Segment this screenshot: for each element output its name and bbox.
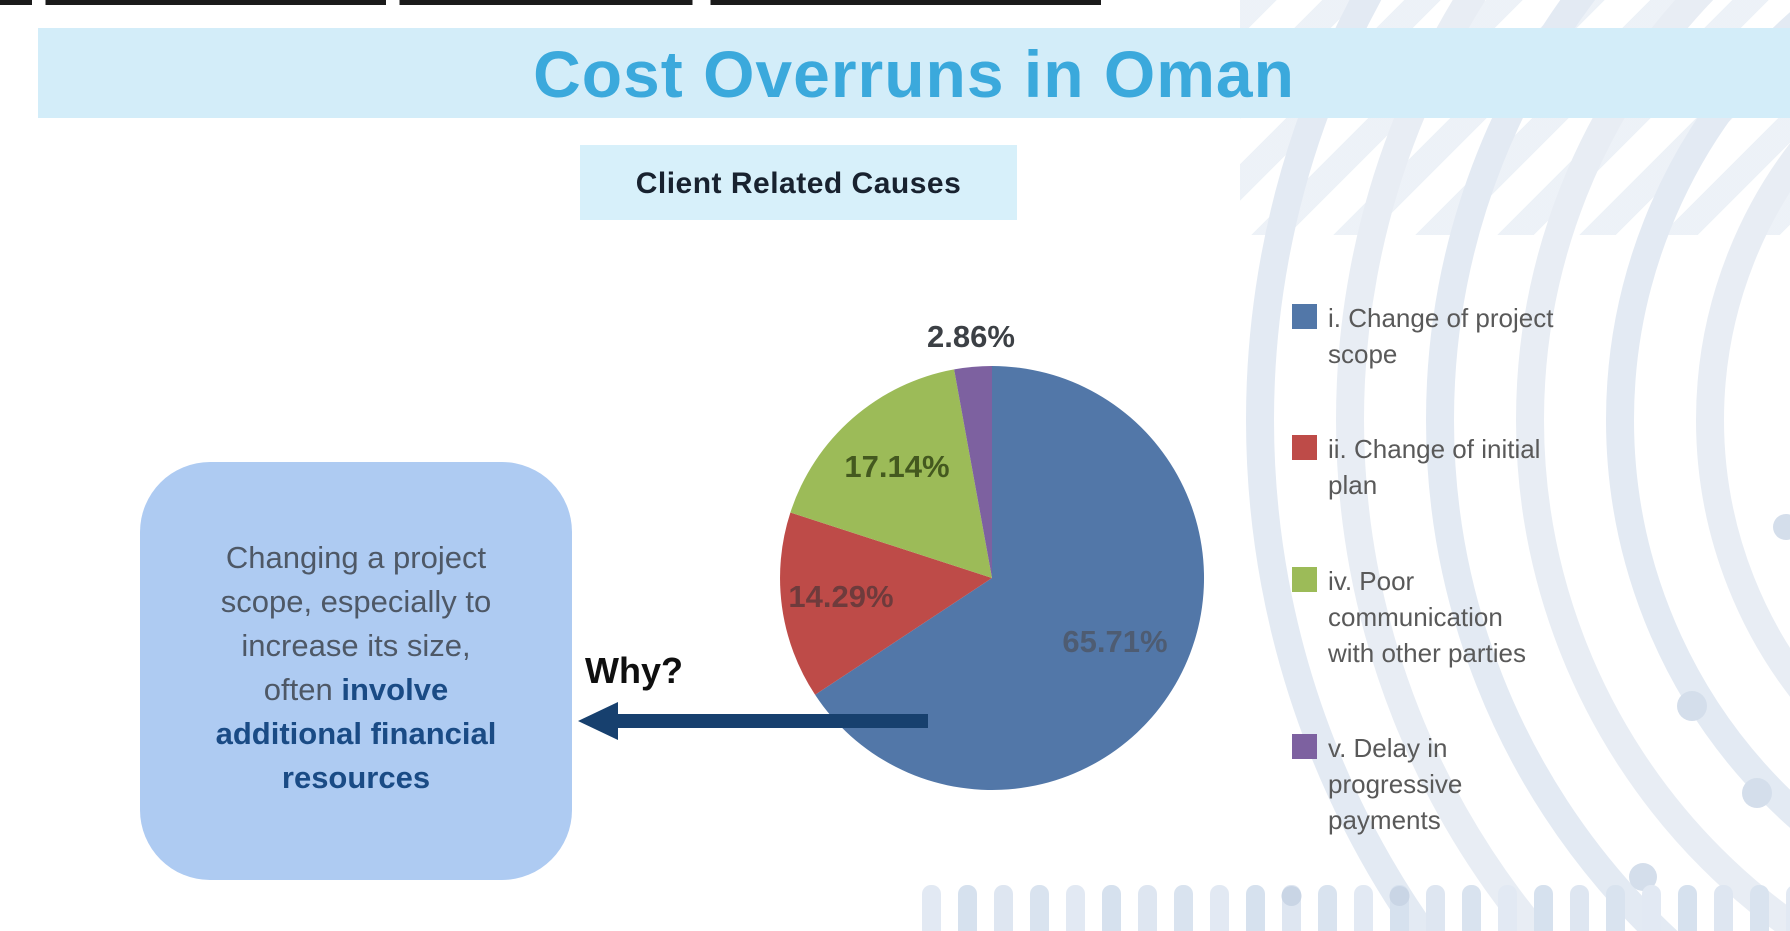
barcode-bar-cap — [1389, 886, 1410, 906]
pie-slice-2 — [780, 512, 992, 695]
barcode-bar-decoration — [1138, 885, 1157, 931]
callout-box: Changing a project scope, especially to … — [140, 462, 572, 880]
barcode-bar-decoration — [958, 885, 977, 931]
barcode-bar-decoration — [1030, 885, 1049, 931]
barcode-bar-decoration — [1678, 885, 1697, 931]
legend-item-1: i. Change of project scope — [1292, 300, 1592, 372]
pie-slice-value-label: 14.29% — [788, 579, 893, 614]
pie-slice-3 — [790, 369, 992, 578]
barcode-bar-decoration — [1354, 885, 1373, 931]
legend-label: ii. Change of initial plan — [1328, 434, 1541, 501]
pie-slice-value-label: 65.71% — [1062, 624, 1167, 659]
legend-swatch — [1292, 304, 1317, 329]
callout-text-plain: Changing a project scope, especially to … — [220, 540, 492, 707]
torn-edge-decoration — [0, 0, 1135, 5]
fingerprint-dot — [1742, 778, 1772, 808]
fingerprint-arc — [1696, 143, 1790, 697]
callout-text-bold: involve additional financial resources — [215, 672, 497, 795]
barcode-bar-decoration — [1066, 885, 1085, 931]
barcode-bar-decoration — [994, 885, 1013, 931]
barcode-bar-decoration — [1246, 885, 1265, 931]
barcode-bar-cap — [1281, 886, 1302, 906]
barcode-bar-decoration — [1750, 885, 1769, 931]
fingerprint-dot — [1773, 514, 1790, 540]
title-banner: Cost Overruns in Oman — [38, 28, 1790, 118]
legend-swatch — [1292, 733, 1317, 759]
legend-swatch — [1292, 435, 1317, 461]
fingerprint-arc — [1426, 0, 1678, 931]
why-arrow-head — [578, 702, 618, 740]
barcode-bar-decoration — [1426, 885, 1445, 931]
section-title: Client Related Causes — [580, 145, 1017, 220]
legend-label: v. Delay in progressive payments — [1328, 732, 1463, 835]
barcode-bar-decoration — [1174, 885, 1193, 931]
barcode-bar-decoration — [1498, 885, 1517, 931]
barcode-bar-decoration — [1606, 885, 1625, 931]
why-arrow — [578, 702, 928, 740]
why-arrow-shaft — [612, 714, 928, 728]
barcode-bar-decoration — [1642, 885, 1661, 931]
barcode-bar-decoration — [1534, 885, 1553, 931]
callout-text: Changing a project scope, especially to … — [154, 536, 558, 800]
pie-slice-value-label: 17.14% — [844, 449, 949, 484]
fingerprint-arc — [1246, 0, 1439, 931]
fingerprint-arc — [1516, 0, 1790, 931]
pie-slice-value-label: 2.86% — [927, 319, 1015, 354]
fingerprint-dot — [1629, 863, 1657, 891]
barcode-bar-decoration — [1462, 885, 1481, 931]
why-label: Why? — [585, 650, 683, 691]
barcode-bar-decoration — [1714, 885, 1733, 931]
fingerprint-arc — [1336, 0, 1553, 931]
legend-item-2: ii. Change of initial plan — [1292, 431, 1592, 503]
legend-label: iv. Poor communication with other partie… — [1328, 565, 1526, 668]
legend-item-4: v. Delay in progressive payments — [1292, 730, 1592, 838]
barcode-bar-decoration — [1210, 885, 1229, 931]
legend-label: i. Change of project scope — [1328, 303, 1554, 369]
chart-legend: i. Change of project scope ii. Change of … — [1292, 300, 1592, 838]
page-title: Cost Overruns in Oman — [533, 37, 1295, 111]
pie-slice-1 — [815, 366, 1205, 790]
barcode-bar-decoration — [1318, 885, 1337, 931]
legend-item-3: iv. Poor communication with other partie… — [1292, 563, 1592, 671]
pie-slice-4 — [954, 365, 992, 578]
barcode-bar-decoration — [922, 885, 941, 931]
barcode-bar-decoration — [1102, 885, 1121, 931]
fingerprint-arc — [1606, 12, 1790, 828]
fingerprint-dot — [1677, 691, 1707, 721]
legend-swatch — [1292, 566, 1317, 592]
barcode-bar-decoration — [1786, 886, 1790, 931]
barcode-bar-decoration — [1570, 885, 1589, 931]
